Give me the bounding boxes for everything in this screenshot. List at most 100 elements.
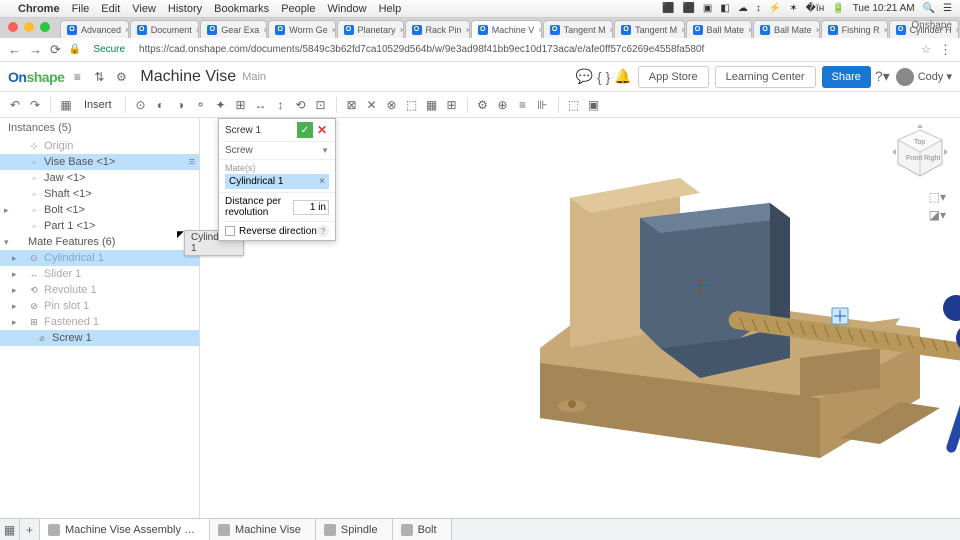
wifi-icon[interactable]: �їн <box>806 3 825 14</box>
search-icon[interactable]: 🔍 <box>923 3 935 14</box>
menu-edit[interactable]: Edit <box>101 3 120 15</box>
close-tab-icon[interactable]: × <box>125 25 129 35</box>
config-icon[interactable]: ⚙ <box>112 68 130 86</box>
tool-13[interactable]: ⊗ <box>383 96 401 114</box>
doc-workspace[interactable]: Main <box>242 71 266 83</box>
mac-app-name[interactable]: Chrome <box>18 3 60 15</box>
tool-16[interactable]: ⊞ <box>443 96 461 114</box>
menu-icon[interactable]: ⋮ <box>939 42 952 58</box>
tab-5[interactable]: ORack Pin× <box>405 20 470 38</box>
view-home-icon[interactable]: ⬚▾ <box>929 190 946 204</box>
tree-fastened1[interactable]: ▸⊞Fastened 1 <box>0 314 199 330</box>
reverse-checkbox[interactable] <box>225 226 235 236</box>
tab-4[interactable]: OPlanetary× <box>337 20 404 38</box>
tool-14[interactable]: ⬚ <box>403 96 421 114</box>
tab-2[interactable]: OGear Exa× <box>200 20 267 38</box>
forward-button[interactable]: → <box>29 42 42 57</box>
status-icon-4[interactable]: ◧ <box>720 3 729 14</box>
tab-1[interactable]: ODocument× <box>130 20 200 38</box>
view-section-icon[interactable]: ◪▾ <box>929 208 946 222</box>
status-icon-2[interactable]: ⬛ <box>682 3 694 14</box>
close-tab-icon[interactable]: × <box>748 25 752 35</box>
cancel-button[interactable]: ✕ <box>315 123 329 137</box>
view-cube[interactable]: Front Right Top <box>890 124 950 184</box>
collapse-icon[interactable]: ▾ <box>4 237 9 248</box>
status-icon-8[interactable]: ✶ <box>789 3 797 14</box>
expand-icon[interactable]: ▸ <box>12 253 17 264</box>
tool-17[interactable]: ⚙ <box>474 96 492 114</box>
close-tab-icon[interactable]: × <box>263 25 267 35</box>
tool-2[interactable]: ◐ <box>152 96 170 114</box>
tab-8[interactable]: OTangent M× <box>614 20 684 38</box>
menu-history[interactable]: History <box>168 3 202 15</box>
profile-label[interactable]: Onshape <box>911 20 952 31</box>
close-tab-icon[interactable]: × <box>610 25 613 35</box>
tool-21[interactable]: ⬚ <box>565 96 583 114</box>
zoom-window-icon[interactable] <box>40 22 50 32</box>
expand-icon[interactable]: ▸ <box>12 317 17 328</box>
url-field[interactable]: https://cad.onshape.com/documents/5849c3… <box>133 44 913 55</box>
tree-revolute1[interactable]: ▸⟲Revolute 1 <box>0 282 199 298</box>
redo-button[interactable]: ↷ <box>26 96 44 114</box>
row-menu-icon[interactable]: ≡ <box>189 156 195 168</box>
menu-people[interactable]: People <box>281 3 315 15</box>
menu-help[interactable]: Help <box>379 3 402 15</box>
add-tab-button[interactable]: + <box>20 519 40 540</box>
ws-tab-spindle[interactable]: Spindle <box>316 519 393 540</box>
tool-8[interactable]: ↕ <box>272 96 290 114</box>
tree-slider1[interactable]: ▸↔Slider 1 <box>0 266 199 282</box>
ws-tab-bolt[interactable]: Bolt <box>393 519 452 540</box>
menu-view[interactable]: View <box>132 3 156 15</box>
help-icon[interactable]: ?▾ <box>875 68 890 85</box>
share-button[interactable]: Share <box>822 66 871 88</box>
tree-pinslot1[interactable]: ▸⊘Pin slot 1 <box>0 298 199 314</box>
user-avatar[interactable] <box>896 68 914 86</box>
doc-title[interactable]: Machine Vise <box>140 68 236 86</box>
status-icon-6[interactable]: ↕ <box>756 3 761 14</box>
menu-icon[interactable]: ☰ <box>943 3 952 14</box>
close-tab-icon[interactable]: × <box>956 25 959 35</box>
remove-selection-icon[interactable]: × <box>319 176 325 187</box>
tool-10[interactable]: ⊡ <box>312 96 330 114</box>
tool-1[interactable]: ⊙ <box>132 96 150 114</box>
close-tab-icon[interactable]: × <box>816 25 820 35</box>
tool-18[interactable]: ⊕ <box>494 96 512 114</box>
tool-5[interactable]: ✦ <box>212 96 230 114</box>
confirm-button[interactable]: ✓ <box>297 122 313 138</box>
app-store-button[interactable]: App Store <box>638 66 709 88</box>
mate-selection[interactable]: Cylindrical 1 × <box>225 174 329 189</box>
tree-part1[interactable]: ▫Part 1 <1> <box>0 218 199 234</box>
tool-19[interactable]: ≡ <box>514 96 532 114</box>
tool-15[interactable]: ▦ <box>423 96 441 114</box>
tree-cylindrical1[interactable]: ▸⊙Cylindrical 1 <box>0 250 199 266</box>
close-tab-icon[interactable]: × <box>466 25 470 35</box>
tool-3[interactable]: ◑ <box>172 96 190 114</box>
expand-icon[interactable]: ▸ <box>12 301 17 312</box>
mate-type-select[interactable]: Screw ▼ <box>219 141 335 159</box>
notifications-icon[interactable]: 🔔 <box>614 68 631 85</box>
undo-button[interactable]: ↶ <box>6 96 24 114</box>
status-icon-5[interactable]: ☁ <box>738 3 748 14</box>
battery-icon[interactable]: 🔋 <box>832 3 844 14</box>
help-icon[interactable]: ? <box>317 225 329 237</box>
insert-button[interactable]: Insert <box>77 96 119 114</box>
tool-6[interactable]: ⊞ <box>232 96 250 114</box>
tree-mates-header[interactable]: ▾Mate Features (6) <box>0 234 199 250</box>
tab-10[interactable]: OBall Mate× <box>753 20 820 38</box>
tree-shaft[interactable]: ▫Shaft <1> <box>0 186 199 202</box>
close-tab-icon[interactable]: × <box>538 25 541 35</box>
insert-icon[interactable]: ▦ <box>57 96 75 114</box>
tool-9[interactable]: ⟲ <box>292 96 310 114</box>
user-name[interactable]: Cody ▾ <box>918 70 952 83</box>
onshape-logo[interactable]: Onshape <box>8 69 64 85</box>
expand-icon[interactable]: ▸ <box>12 285 17 296</box>
menu-window[interactable]: Window <box>327 3 366 15</box>
doc-menu-icon[interactable]: ≡ <box>68 68 86 86</box>
tool-12[interactable]: ✕ <box>363 96 381 114</box>
tab-3[interactable]: OWorm Ge× <box>268 20 335 38</box>
tab-6[interactable]: OMachine V× <box>471 20 542 38</box>
expand-icon[interactable]: ▸ <box>12 269 17 280</box>
link-icon[interactable]: { } <box>597 69 610 85</box>
tab-7[interactable]: OTangent M× <box>543 20 613 38</box>
tool-4[interactable]: ⚬ <box>192 96 210 114</box>
